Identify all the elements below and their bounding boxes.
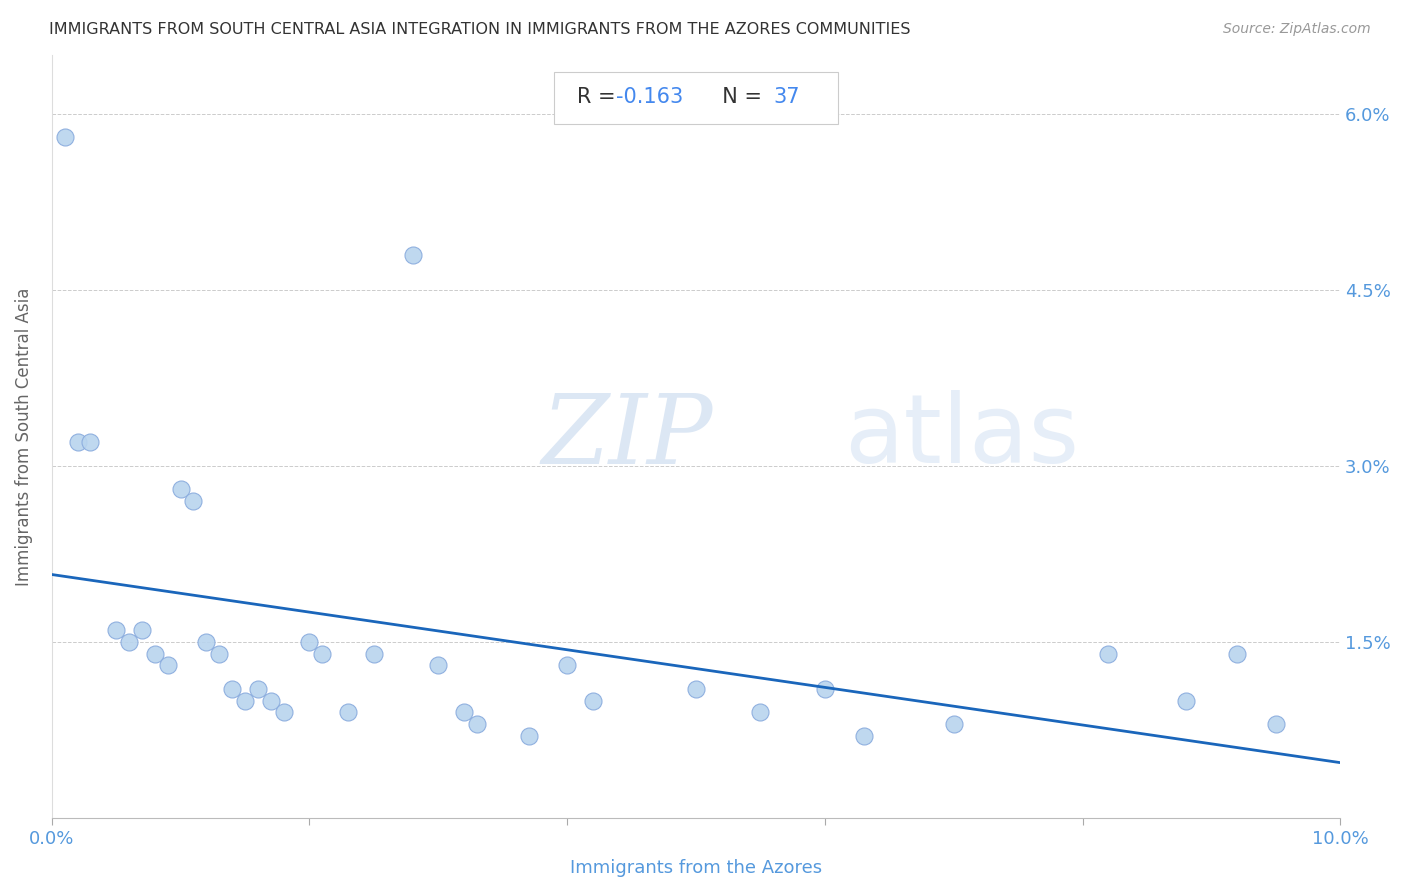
Point (1264, 717, 1286, 731)
Text: IMMIGRANTS FROM SOUTH CENTRAL ASIA INTEGRATION IN IMMIGRANTS FROM THE AZORES COM: IMMIGRANTS FROM SOUTH CENTRAL ASIA INTEG… (49, 22, 911, 37)
Point (942, 717, 965, 731)
Point (118, 635, 141, 649)
Point (852, 729, 875, 743)
Text: 37: 37 (773, 87, 800, 107)
Point (1097, 647, 1119, 661)
Point (53, 130, 76, 145)
Text: atlas: atlas (844, 390, 1080, 483)
Point (233, 694, 256, 708)
Text: Source: ZipAtlas.com: Source: ZipAtlas.com (1223, 22, 1371, 37)
Point (517, 729, 540, 743)
Point (260, 694, 283, 708)
Point (311, 647, 333, 661)
Point (246, 681, 269, 696)
Point (555, 658, 578, 673)
Text: N =: N = (709, 87, 769, 107)
Point (453, 706, 475, 720)
Point (298, 635, 321, 649)
Point (1174, 694, 1197, 708)
Point (427, 658, 450, 673)
Point (143, 647, 166, 661)
Point (685, 681, 707, 696)
Point (465, 717, 488, 731)
Point (221, 681, 243, 696)
Point (66, 435, 89, 450)
Text: -0.163: -0.163 (616, 87, 683, 107)
Point (749, 706, 772, 720)
X-axis label: Immigrants from the Azores: Immigrants from the Azores (569, 859, 823, 877)
Point (79, 435, 101, 450)
Point (273, 706, 295, 720)
Text: ZIP: ZIP (541, 390, 713, 483)
Point (169, 483, 191, 497)
FancyBboxPatch shape (554, 72, 838, 124)
Point (105, 624, 128, 638)
Point (131, 624, 153, 638)
Point (156, 658, 179, 673)
Point (195, 635, 218, 649)
Point (208, 647, 231, 661)
Point (582, 694, 605, 708)
Point (337, 706, 360, 720)
Point (1226, 647, 1249, 661)
Point (183, 494, 205, 508)
Text: R =: R = (578, 87, 623, 107)
Point (363, 647, 385, 661)
Y-axis label: Immigrants from South Central Asia: Immigrants from South Central Asia (15, 287, 32, 586)
Point (814, 681, 837, 696)
Point (401, 248, 423, 262)
